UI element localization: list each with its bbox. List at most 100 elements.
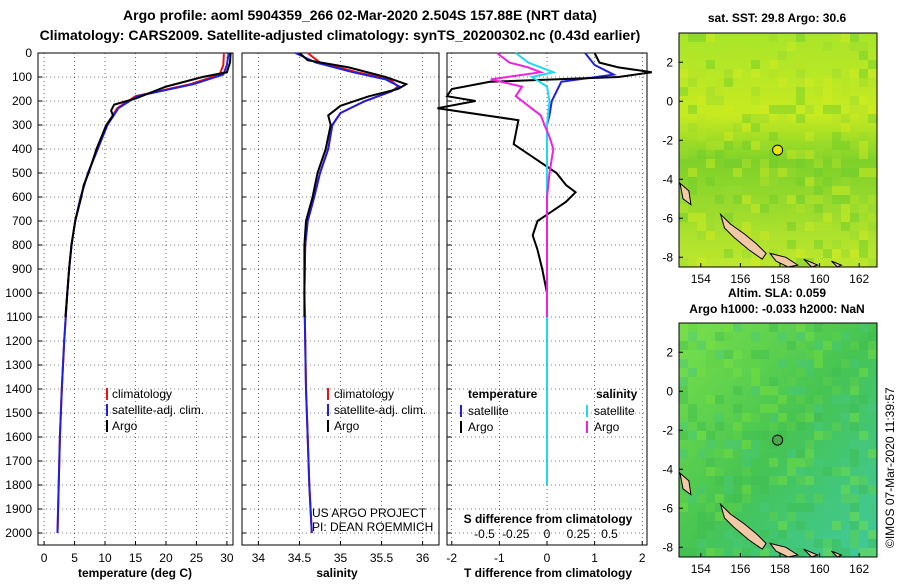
- map-cell: [850, 231, 859, 240]
- map-cell: [769, 422, 778, 431]
- map-cell: [868, 168, 877, 177]
- map-cell: [697, 521, 706, 530]
- legend-label-satellite: satellite-adj. clim.: [334, 403, 426, 417]
- map-cell: [679, 240, 688, 249]
- map-cell: [733, 404, 742, 413]
- map-cell: [679, 422, 688, 431]
- map-cell: [688, 123, 697, 132]
- map-cell: [715, 87, 724, 96]
- map-cell: [760, 258, 769, 267]
- map-cell: [760, 404, 769, 413]
- map-cell: [778, 476, 787, 485]
- x-tick-label: 36: [416, 551, 430, 565]
- map-cell: [706, 159, 715, 168]
- map-cell: [724, 485, 733, 494]
- map-cell: [814, 186, 823, 195]
- map-cell: [796, 332, 805, 341]
- map-cell: [688, 332, 697, 341]
- map-cell: [832, 341, 841, 350]
- map-cell: [850, 195, 859, 204]
- map-cell: [841, 359, 850, 368]
- map-cell: [760, 204, 769, 213]
- map-cell: [832, 368, 841, 377]
- map-cell: [751, 96, 760, 105]
- map-cell: [715, 78, 724, 87]
- map-cell: [688, 413, 697, 422]
- salinity-legend: climatology satellite-adj. clim. Argo: [327, 387, 426, 433]
- map-cell: [805, 449, 814, 458]
- map-cell: [697, 222, 706, 231]
- map-cell: [814, 204, 823, 213]
- map-cell: [697, 132, 706, 141]
- s-difference-tick-label: 0: [544, 527, 551, 541]
- lon-tick-label: 156: [730, 272, 750, 286]
- map-cell: [724, 332, 733, 341]
- map-cell: [697, 231, 706, 240]
- map-cell: [715, 422, 724, 431]
- map-cell: [769, 323, 778, 332]
- map-cell: [760, 548, 769, 557]
- map-cell: [733, 69, 742, 78]
- map-cell: [706, 60, 715, 69]
- depth-tick-label: 300: [12, 118, 32, 132]
- t-difference-axis-label: T difference from climatology: [464, 566, 632, 580]
- map-cell: [850, 476, 859, 485]
- lon-tick-label: 154: [691, 272, 711, 286]
- map-cell: [823, 341, 832, 350]
- map-cell: [742, 413, 751, 422]
- map-cell: [787, 341, 796, 350]
- map-cell: [796, 60, 805, 69]
- map-cell: [751, 476, 760, 485]
- map-cell: [769, 168, 778, 177]
- map-cell: [796, 159, 805, 168]
- map-cell: [724, 350, 733, 359]
- map-cell: [796, 195, 805, 204]
- map-cell: [751, 386, 760, 395]
- map-cell: [706, 341, 715, 350]
- sst-map-frame: [678, 32, 878, 268]
- map-cell: [724, 141, 733, 150]
- depth-tick-label: 700: [12, 214, 32, 228]
- salinity-frame: [241, 52, 440, 546]
- map-cell: [688, 548, 697, 557]
- map-cell: [760, 213, 769, 222]
- map-cell: [859, 521, 868, 530]
- map-cell: [787, 195, 796, 204]
- map-cell: [850, 530, 859, 539]
- map-cell: [796, 249, 805, 258]
- lon-tick-label: 154: [691, 562, 711, 576]
- map-cell: [796, 341, 805, 350]
- x-tick-label: -2: [446, 551, 457, 565]
- map-cell: [751, 431, 760, 440]
- map-cell: [760, 431, 769, 440]
- map-cell: [778, 350, 787, 359]
- map-cell: [778, 521, 787, 530]
- map-cell: [742, 449, 751, 458]
- map-cell: [850, 539, 859, 548]
- map-cell: [697, 258, 706, 267]
- map-cell: [679, 548, 688, 557]
- map-cell: [805, 186, 814, 195]
- map-cell: [769, 60, 778, 69]
- map-cell: [679, 213, 688, 222]
- map-cell: [688, 186, 697, 195]
- depth-tick-label: 2000: [5, 526, 32, 540]
- map-cell: [823, 177, 832, 186]
- map-cell: [724, 413, 733, 422]
- map-cell: [697, 204, 706, 213]
- map-cell: [859, 231, 868, 240]
- legend-label-argo: Argo: [334, 419, 360, 433]
- difference-profiles: [437, 52, 652, 485]
- map-cell: [688, 168, 697, 177]
- map-cell: [706, 431, 715, 440]
- map-cell: [850, 69, 859, 78]
- map-cell: [742, 494, 751, 503]
- map-cell: [679, 431, 688, 440]
- map-cell: [769, 105, 778, 114]
- map-cell: [724, 204, 733, 213]
- map-cell: [706, 177, 715, 186]
- map-cell: [796, 69, 805, 78]
- map-cell: [751, 359, 760, 368]
- x-tick-label: 34: [252, 551, 266, 565]
- map-cell: [778, 395, 787, 404]
